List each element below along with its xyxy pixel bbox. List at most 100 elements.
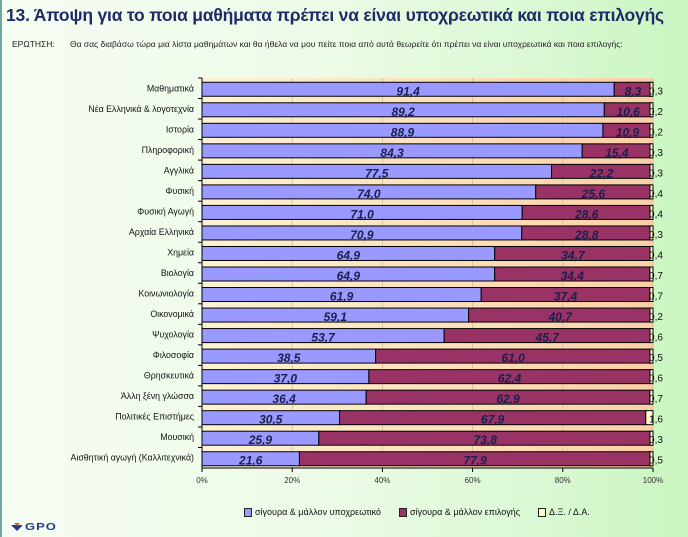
legend-label: σίγουρα & μάλλον υποχρεωτικό xyxy=(255,507,382,517)
x-tick-label: 20% xyxy=(284,476,300,485)
data-label: 36,4 xyxy=(272,392,296,406)
legend-label: σίγουρα & μάλλον επιλογής xyxy=(410,507,521,517)
category-label: Άλλη ξένη γλώσσα xyxy=(121,391,194,401)
data-label: 37,4 xyxy=(554,290,578,304)
bar-dk xyxy=(649,328,654,344)
legend-item-dk: Δ.Ξ. / Δ.Α. xyxy=(538,507,590,517)
category-label: Πληροφορική xyxy=(142,145,194,155)
category-label: Ιστορία xyxy=(166,124,194,134)
page-title: 13. Άποψη για το ποια μαθήματα πρέπει να… xyxy=(6,5,664,25)
bar-dk xyxy=(649,369,654,385)
category-label: Βιολογία xyxy=(161,268,194,278)
logo-text: GPO xyxy=(25,520,57,533)
legend-label: Δ.Ξ. / Δ.Α. xyxy=(549,507,590,517)
data-label: 22,2 xyxy=(589,166,614,180)
axes: 0% 20% 40% 60% 80% 100% xyxy=(196,77,663,485)
data-label-dk: 0,3 xyxy=(649,86,663,97)
x-tick-label: 60% xyxy=(465,476,481,485)
data-label: 67,9 xyxy=(481,413,505,427)
data-label: 25,9 xyxy=(248,433,273,447)
legend-swatch-dk xyxy=(538,507,547,517)
data-label: 45,7 xyxy=(535,331,561,345)
category-label: Κοινωνιολογία xyxy=(138,289,194,299)
data-label: 38,5 xyxy=(277,351,301,365)
data-label-dk: 0,4 xyxy=(649,209,663,220)
data-label-dk: 0,7 xyxy=(649,394,663,405)
data-label: 8,3 xyxy=(625,84,642,98)
question-body: Θα σας διαβάσω τώρα μια λίστα μαθημάτων … xyxy=(70,39,623,49)
category-label: Πολιτικές Επιστήμες xyxy=(115,412,194,422)
category-label: Φιλοσοφία xyxy=(153,350,194,360)
category-label: Νέα Ελληνικά & λογοτεχνία xyxy=(88,104,194,114)
x-tick-label: 100% xyxy=(643,476,663,485)
category-label: Μουσική xyxy=(160,432,194,442)
gpo-logo: GPO xyxy=(10,519,57,534)
category-label: Φυσική Αγωγή xyxy=(137,206,194,216)
question-label: ΕΡΩΤΗΣΗ: xyxy=(12,39,55,49)
category-label: Χημεία xyxy=(167,247,194,257)
data-label-dk: 0,4 xyxy=(649,189,663,200)
data-label: 37,0 xyxy=(274,372,298,386)
data-label: 53,7 xyxy=(311,331,336,345)
bars xyxy=(201,81,654,467)
bar-dk xyxy=(649,287,654,303)
data-label: 34,7 xyxy=(561,248,586,262)
data-label: 74,0 xyxy=(357,187,381,201)
data-label-dk: 0,5 xyxy=(649,353,663,364)
data-label-dk: 0,2 xyxy=(649,127,663,138)
data-label: 30,5 xyxy=(259,413,283,427)
category-label: Μαθηματικά xyxy=(147,83,194,93)
data-label: 28,6 xyxy=(574,207,599,221)
bar-dk xyxy=(649,163,654,179)
data-label: 62,9 xyxy=(496,392,520,406)
data-label: 10,6 xyxy=(617,105,641,119)
bar-dk xyxy=(649,389,654,405)
data-label-dk: 0,5 xyxy=(649,456,663,467)
data-label: 84,3 xyxy=(380,146,404,160)
legend-item-compulsory: σίγουρα & μάλλον υποχρεωτικό xyxy=(244,507,381,517)
bar-dk xyxy=(649,102,654,118)
bar-dk xyxy=(649,143,654,159)
data-label-dk: 0,3 xyxy=(649,230,663,241)
data-label-dk: 0,3 xyxy=(649,168,663,179)
data-label: 91,4 xyxy=(396,84,420,98)
data-label: 71,0 xyxy=(350,207,374,221)
legend-item-elective: σίγουρα & μάλλον επιλογής xyxy=(399,507,520,517)
data-label: 59,1 xyxy=(324,310,348,324)
bar-dk xyxy=(649,245,654,261)
data-label-dk: 0,6 xyxy=(649,333,663,344)
data-label: 40,7 xyxy=(548,310,574,324)
bar-dk xyxy=(649,348,654,364)
data-label: 34,4 xyxy=(561,269,585,283)
bar-dk xyxy=(649,184,654,200)
question-text: ΕΡΩΤΗΣΗ: Θα σας διαβάσω τώρα μια λίστα μα… xyxy=(4,38,684,50)
x-tick-label: 80% xyxy=(555,476,571,485)
data-label-dk: 0,2 xyxy=(649,107,663,118)
data-label-dk: 0,7 xyxy=(649,271,663,282)
bar-dk xyxy=(649,204,654,220)
gpo-logo-icon xyxy=(11,522,22,531)
data-label: 28,8 xyxy=(574,228,599,242)
category-label: Αισθητική αγωγή (Καλλιτεχνικά) xyxy=(71,453,195,463)
bar-dk xyxy=(649,266,654,282)
data-label-dk: 0,7 xyxy=(649,292,663,303)
x-tick-label: 40% xyxy=(374,476,390,485)
data-label-dk: 0,3 xyxy=(649,148,663,159)
data-label-dk: 0,3 xyxy=(649,435,663,446)
data-label: 25,6 xyxy=(581,187,606,201)
data-label-dk: 0,4 xyxy=(649,250,663,261)
labels: Μαθηματικά 91,4 8,3 0,3 Νέα Ελληνικά & λογοτ… xyxy=(71,83,664,467)
data-label: 10,9 xyxy=(616,125,640,139)
data-label: 21,6 xyxy=(238,454,263,468)
legend-swatch-elective xyxy=(399,507,408,517)
bar-dk xyxy=(649,81,654,97)
data-label: 15,4 xyxy=(605,146,629,160)
data-label: 70,9 xyxy=(350,228,374,242)
x-tick-label: 0% xyxy=(196,476,208,485)
data-label-dk: 0,6 xyxy=(649,374,663,385)
bar-dk xyxy=(649,122,654,138)
bar-dk xyxy=(649,451,654,467)
data-label-dk: 0,2 xyxy=(649,312,663,323)
category-label: Φυσική xyxy=(165,186,194,196)
